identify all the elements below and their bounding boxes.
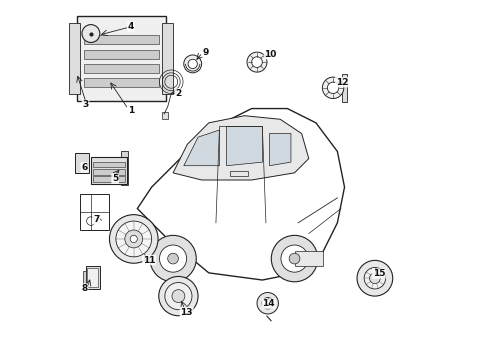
Circle shape [159,276,198,316]
Circle shape [82,24,100,42]
Circle shape [164,283,192,310]
Text: 15: 15 [372,269,384,278]
Circle shape [246,52,266,72]
Text: 9: 9 [202,48,208,57]
Circle shape [86,217,95,225]
Bar [93,176,124,182]
Circle shape [183,55,201,73]
Circle shape [326,82,338,94]
Circle shape [356,260,392,296]
Text: 5: 5 [112,174,118,183]
Text: 11: 11 [142,256,155,265]
FancyBboxPatch shape [77,16,165,102]
FancyBboxPatch shape [85,266,100,289]
Circle shape [130,235,137,243]
Circle shape [281,245,307,272]
Bar [83,35,159,44]
FancyBboxPatch shape [75,153,89,173]
Text: 4: 4 [127,22,134,31]
Bar [93,162,124,167]
Circle shape [288,253,299,264]
Circle shape [364,267,385,289]
Circle shape [257,293,278,314]
Circle shape [159,245,186,272]
Text: 2: 2 [175,89,181,98]
Bar [162,112,167,119]
Polygon shape [137,109,344,280]
Bar [341,73,346,102]
Text: 13: 13 [180,308,192,317]
Bar [83,64,159,73]
Circle shape [124,230,142,248]
Circle shape [322,77,343,99]
Text: 1: 1 [127,106,134,115]
Circle shape [116,221,151,257]
Bar [230,171,247,176]
Bar [93,169,124,175]
Bar [83,50,159,59]
Circle shape [172,290,184,302]
FancyBboxPatch shape [91,157,126,184]
Bar [82,271,86,285]
Circle shape [167,253,178,264]
Text: 6: 6 [81,163,87,172]
Circle shape [188,59,197,68]
Bar [162,23,173,94]
Circle shape [149,235,196,282]
Polygon shape [269,134,290,166]
Circle shape [251,57,262,67]
Bar [121,152,128,185]
Text: 8: 8 [81,284,87,293]
Bar [83,78,159,87]
Circle shape [262,297,273,309]
Polygon shape [183,130,219,166]
Text: 14: 14 [262,299,275,308]
Bar [69,23,80,94]
Text: 10: 10 [264,50,276,59]
Circle shape [369,273,380,284]
Text: 3: 3 [82,100,88,109]
Circle shape [271,235,317,282]
Polygon shape [173,116,308,180]
Text: 12: 12 [335,78,347,87]
Text: 7: 7 [93,215,99,224]
Bar [294,251,323,266]
Circle shape [109,215,158,263]
Polygon shape [226,126,262,166]
Bar [87,267,98,287]
FancyArrowPatch shape [266,316,271,321]
